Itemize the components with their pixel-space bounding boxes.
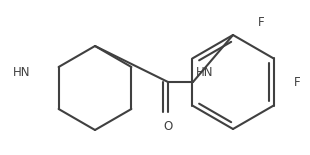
Text: O: O (163, 120, 173, 133)
Text: HN: HN (12, 66, 30, 78)
Text: F: F (294, 75, 301, 89)
Text: F: F (258, 16, 265, 29)
Text: HN: HN (196, 66, 214, 80)
